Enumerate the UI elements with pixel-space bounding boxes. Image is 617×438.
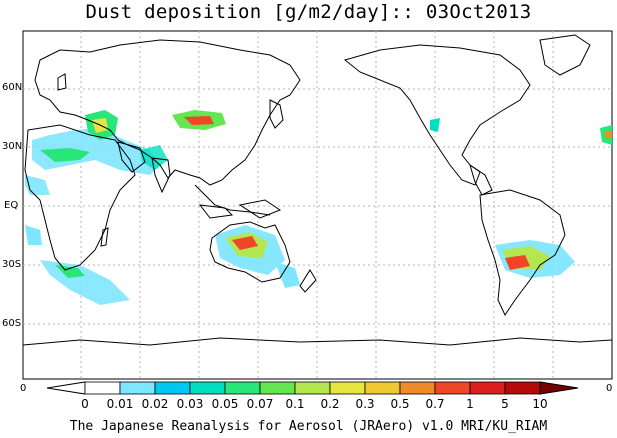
- dust-australia-plume: [275, 262, 300, 288]
- colorbar-arrow-high: [539, 381, 579, 395]
- colorbar-tick-label: 0.07: [246, 397, 274, 411]
- colorbar-tick-label: 0.02: [141, 397, 169, 411]
- dust-india: [140, 145, 168, 170]
- colorbar-box: [364, 381, 401, 395]
- colorbar-box: [434, 381, 471, 395]
- colorbar-box: [469, 381, 506, 395]
- dust-nafrica-inner: [40, 148, 90, 162]
- colorbar-box: [189, 381, 226, 395]
- colorbar-box: [259, 381, 296, 395]
- colorbar-tick-label: 0.5: [390, 397, 410, 411]
- colorbar: [46, 381, 579, 395]
- dust-sahara: [32, 128, 160, 175]
- map-footer: The Japanese Reanalysis for Aerosol (JRA…: [69, 419, 548, 434]
- colorbar-box: [504, 381, 541, 395]
- lat-label-60n: 60N: [2, 82, 23, 93]
- dust-shading: [25, 110, 612, 305]
- colorbar-tick-label: 0.2: [320, 397, 340, 411]
- colorbar-tick-label: 0.1: [285, 397, 305, 411]
- lat-label-30s: 30S: [2, 259, 22, 270]
- colorbar-tick-label: 1: [466, 397, 474, 411]
- lat-label-eq: EQ: [4, 200, 19, 211]
- dust-west-africa: [25, 175, 50, 195]
- colorbar-box: [329, 381, 366, 395]
- graticule: [23, 31, 612, 379]
- colorbar-tick-label: 10: [532, 397, 548, 411]
- dust-atlantic-core: [604, 131, 612, 138]
- dust-na: [430, 118, 440, 132]
- dust-australia-core: [232, 236, 258, 250]
- colorbar-tick-label: 0: [81, 397, 89, 411]
- lat-label-60s: 60S: [2, 318, 22, 329]
- colorbar-tick-label: 0.7: [425, 397, 445, 411]
- colorbar-box: [294, 381, 331, 395]
- colorbar-box: [399, 381, 436, 395]
- dust-sw-africa: [25, 225, 42, 245]
- map-title: Dust deposition [g/m2/day]:: 03Oct2013: [85, 1, 532, 23]
- colorbar-box: [224, 381, 261, 395]
- colorbar-box: [119, 381, 156, 395]
- colorbar-tick-label: 0.01: [106, 397, 134, 411]
- axis-zero-right: 0: [606, 383, 613, 394]
- lat-label-30n: 30N: [2, 141, 23, 152]
- colorbar-box: [84, 381, 121, 395]
- dust-gobi-core: [184, 116, 214, 125]
- coastlines: [22, 34, 613, 346]
- colorbar-tick-label: 0.3: [355, 397, 375, 411]
- colorbar-tick-label: 0.05: [211, 397, 239, 411]
- colorbar-box: [154, 381, 191, 395]
- colorbar-arrow-low: [46, 381, 86, 395]
- dust-south-america-core: [505, 255, 530, 270]
- axis-zero-left: 0: [20, 383, 27, 394]
- colorbar-tick-label: 5: [501, 397, 509, 411]
- colorbar-tick-label: 0.03: [176, 397, 204, 411]
- dust-south-africa-core: [55, 265, 85, 278]
